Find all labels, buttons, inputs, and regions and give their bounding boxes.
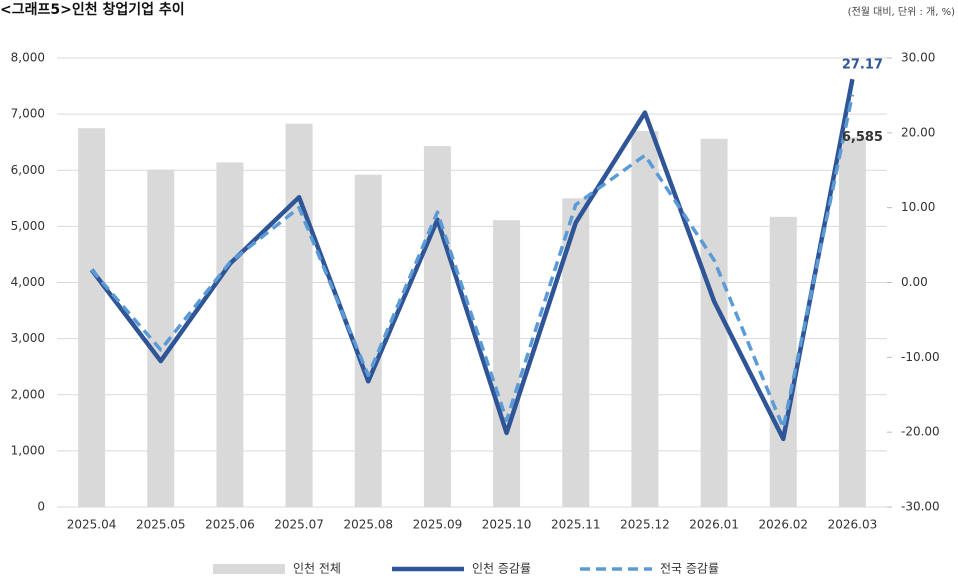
bar bbox=[354, 174, 382, 508]
chart-subtitle: (전월 대비, 단위 : 개, %) bbox=[848, 5, 955, 18]
legend-label: 인천 증감률 bbox=[472, 561, 531, 576]
y-tick-label: 3,000 bbox=[11, 331, 45, 345]
y2-tick-label: -20.00 bbox=[901, 425, 940, 439]
bar bbox=[216, 162, 244, 507]
x-tick-label: 2025.12 bbox=[620, 518, 670, 532]
x-tick-label: 2025.06 bbox=[205, 518, 255, 532]
x-tick-label: 2025.08 bbox=[343, 518, 393, 532]
y-tick-label: 1,000 bbox=[11, 443, 45, 457]
legend-swatch bbox=[213, 564, 285, 574]
y-tick-label: 0 bbox=[37, 500, 45, 514]
line bbox=[90, 94, 855, 430]
x-tick-label: 2026.03 bbox=[828, 518, 878, 532]
x-tick-label: 2025.09 bbox=[413, 518, 463, 532]
bar bbox=[423, 146, 451, 507]
y2-tick-label: 30.00 bbox=[901, 51, 935, 65]
line bbox=[89, 78, 855, 442]
y2-tick-label: 20.00 bbox=[901, 125, 935, 139]
x-tick-label: 2025.10 bbox=[482, 518, 532, 532]
y-tick-label: 7,000 bbox=[11, 107, 45, 121]
bar bbox=[631, 130, 659, 507]
legend-label: 전국 증감률 bbox=[660, 562, 719, 576]
bar bbox=[769, 216, 797, 508]
bar bbox=[493, 220, 521, 508]
bar bbox=[838, 137, 866, 507]
x-tick-label: 2026.02 bbox=[758, 518, 808, 532]
y2-tick-label: -30.00 bbox=[901, 500, 940, 514]
y2-tick-label: -10.00 bbox=[901, 350, 940, 364]
y2-tick-label: 10.00 bbox=[901, 200, 935, 214]
chart-title: <그래프5>인천 창업기업 추이 bbox=[0, 1, 185, 18]
x-tick-label: 2025.05 bbox=[136, 518, 186, 532]
data-label: 6,585 bbox=[842, 130, 883, 145]
x-tick-label: 2025.11 bbox=[551, 518, 601, 532]
y-tick-label: 6,000 bbox=[11, 163, 45, 177]
x-tick-label: 2025.07 bbox=[274, 518, 324, 532]
y-tick-label: 5,000 bbox=[11, 219, 45, 233]
y2-tick-label: 0.00 bbox=[901, 275, 928, 289]
y-tick-label: 2,000 bbox=[11, 387, 45, 401]
legend-label: 인천 전체 bbox=[293, 561, 341, 576]
bar bbox=[285, 123, 313, 507]
y-tick-label: 4,000 bbox=[11, 275, 45, 289]
y-tick-label: 8,000 bbox=[11, 51, 45, 65]
x-tick-label: 2026.01 bbox=[689, 518, 739, 532]
bar bbox=[78, 128, 106, 507]
x-tick-label: 2025.04 bbox=[67, 518, 117, 532]
data-label: 27.17 bbox=[842, 58, 883, 73]
